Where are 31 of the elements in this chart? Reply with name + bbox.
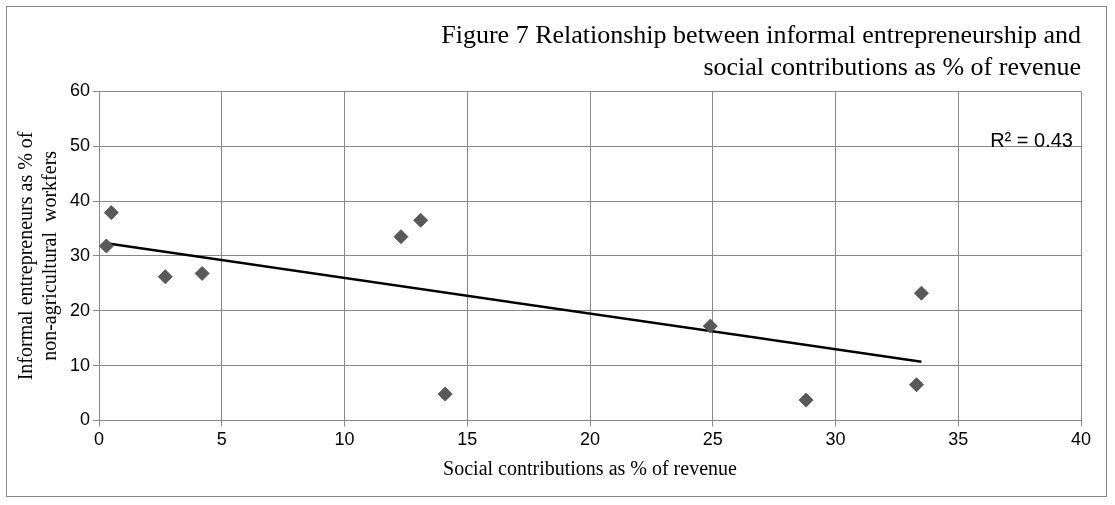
y-tick-label: 40 <box>69 190 91 211</box>
x-tick-label: 15 <box>457 429 478 450</box>
x-tick-label: 35 <box>948 429 969 450</box>
x-tick-label: 10 <box>334 429 355 450</box>
point <box>194 265 210 281</box>
x-axis-title: Social contributions as % of revenue <box>443 457 738 480</box>
point <box>798 392 814 408</box>
point <box>103 205 119 221</box>
y-tick-label: 10 <box>69 354 91 375</box>
x-tick-label: 30 <box>825 429 846 450</box>
point <box>913 285 929 301</box>
x-tick-label: 0 <box>94 429 105 450</box>
annotation: R² = 0.43 <box>990 128 1073 151</box>
y-tick-label: 0 <box>80 409 91 430</box>
y-tick-label: 30 <box>69 244 91 265</box>
point <box>413 212 429 228</box>
point <box>702 318 718 334</box>
point <box>909 377 925 393</box>
point <box>157 269 173 285</box>
y-tick-label: 50 <box>69 135 91 156</box>
chart-title: Figure 7 Relationship between informal entrepreneurship and social contributions as % of revenue <box>441 20 1081 81</box>
x-tick-label: 25 <box>702 429 723 450</box>
x-tick-label: 40 <box>1070 429 1092 450</box>
point <box>393 229 409 245</box>
x-tick-label: 20 <box>580 429 601 450</box>
y-axis-title: Informal entrepreneurs as % of non-agricultural workfers <box>14 131 62 381</box>
y-tick-label: 20 <box>69 299 91 320</box>
point <box>99 238 114 254</box>
point <box>437 386 453 402</box>
y-tick-label: 60 <box>69 80 91 101</box>
x-tick-label: 5 <box>216 429 227 450</box>
